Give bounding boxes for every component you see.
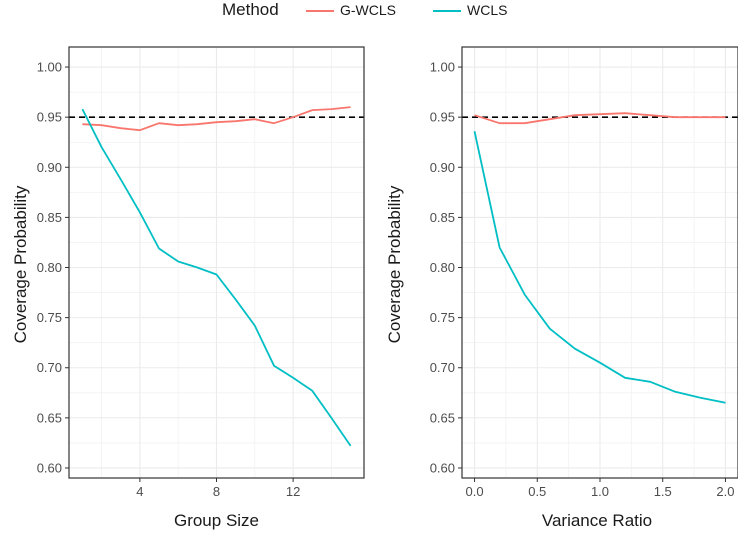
y-tick-label: 0.80 — [37, 260, 62, 275]
y-axis-title: Coverage Probability — [385, 185, 404, 343]
legend-title: Method — [222, 0, 279, 19]
legend-key-wcls — [433, 10, 461, 12]
series-line-wcls — [473, 131, 726, 404]
y-tick-label: 0.95 — [37, 110, 62, 125]
x-tick-label: 8 — [213, 484, 220, 499]
y-tick-label: 0.70 — [37, 360, 62, 375]
y-tick-label: 1.00 — [37, 60, 62, 75]
y-tick-label: 0.75 — [37, 310, 62, 325]
y-tick-label: 0.90 — [430, 160, 455, 175]
x-axis-title: Group Size — [174, 511, 259, 530]
x-tick-label: 0.0 — [466, 484, 484, 499]
legend-key-g-wcls — [306, 10, 334, 12]
y-tick-label: 0.60 — [430, 460, 455, 475]
y-tick-label: 0.95 — [430, 110, 455, 125]
series-line-g-wcls — [474, 112, 726, 125]
y-tick-label: 0.85 — [37, 210, 62, 225]
y-tick-label: 0.75 — [430, 310, 455, 325]
y-tick-label: 0.90 — [37, 160, 62, 175]
legend-label-g-wcls: G-WCLS — [340, 2, 396, 18]
x-tick-label: 0.5 — [528, 484, 546, 499]
panel-2: 0.60 0.65 0.70 0.75 0.80 0.85 0.90 0.95 1.00 0.0 0… — [385, 46, 738, 530]
y-tick-label: 0.85 — [430, 210, 455, 225]
y-tick-label: 1.00 — [430, 60, 455, 75]
series-line-g-wcls — [82, 106, 351, 132]
y-axis-title: Coverage Probability — [11, 185, 30, 343]
x-tick-label: 1.0 — [591, 484, 609, 499]
x-axis-title: Variance Ratio — [542, 511, 652, 530]
legend-label-wcls: WCLS — [467, 2, 508, 18]
y-tick-label: 0.65 — [37, 410, 62, 425]
y-tick-label: 0.60 — [37, 460, 62, 475]
y-tick-label: 0.70 — [430, 360, 455, 375]
y-tick-label: 0.65 — [430, 410, 455, 425]
legend: Method G-WCLS WCLS — [0, 0, 738, 22]
series-line-wcls — [81, 108, 352, 447]
panel-1: 0.60 0.65 0.70 0.75 0.80 0.85 0.90 0.95 1.00 4 8 12… — [11, 46, 365, 530]
y-tick-label: 0.80 — [430, 260, 455, 275]
x-tick-label: 12 — [286, 484, 300, 499]
x-tick-label: 2.0 — [716, 484, 734, 499]
x-tick-label: 4 — [136, 484, 143, 499]
x-tick-label: 1.5 — [654, 484, 672, 499]
